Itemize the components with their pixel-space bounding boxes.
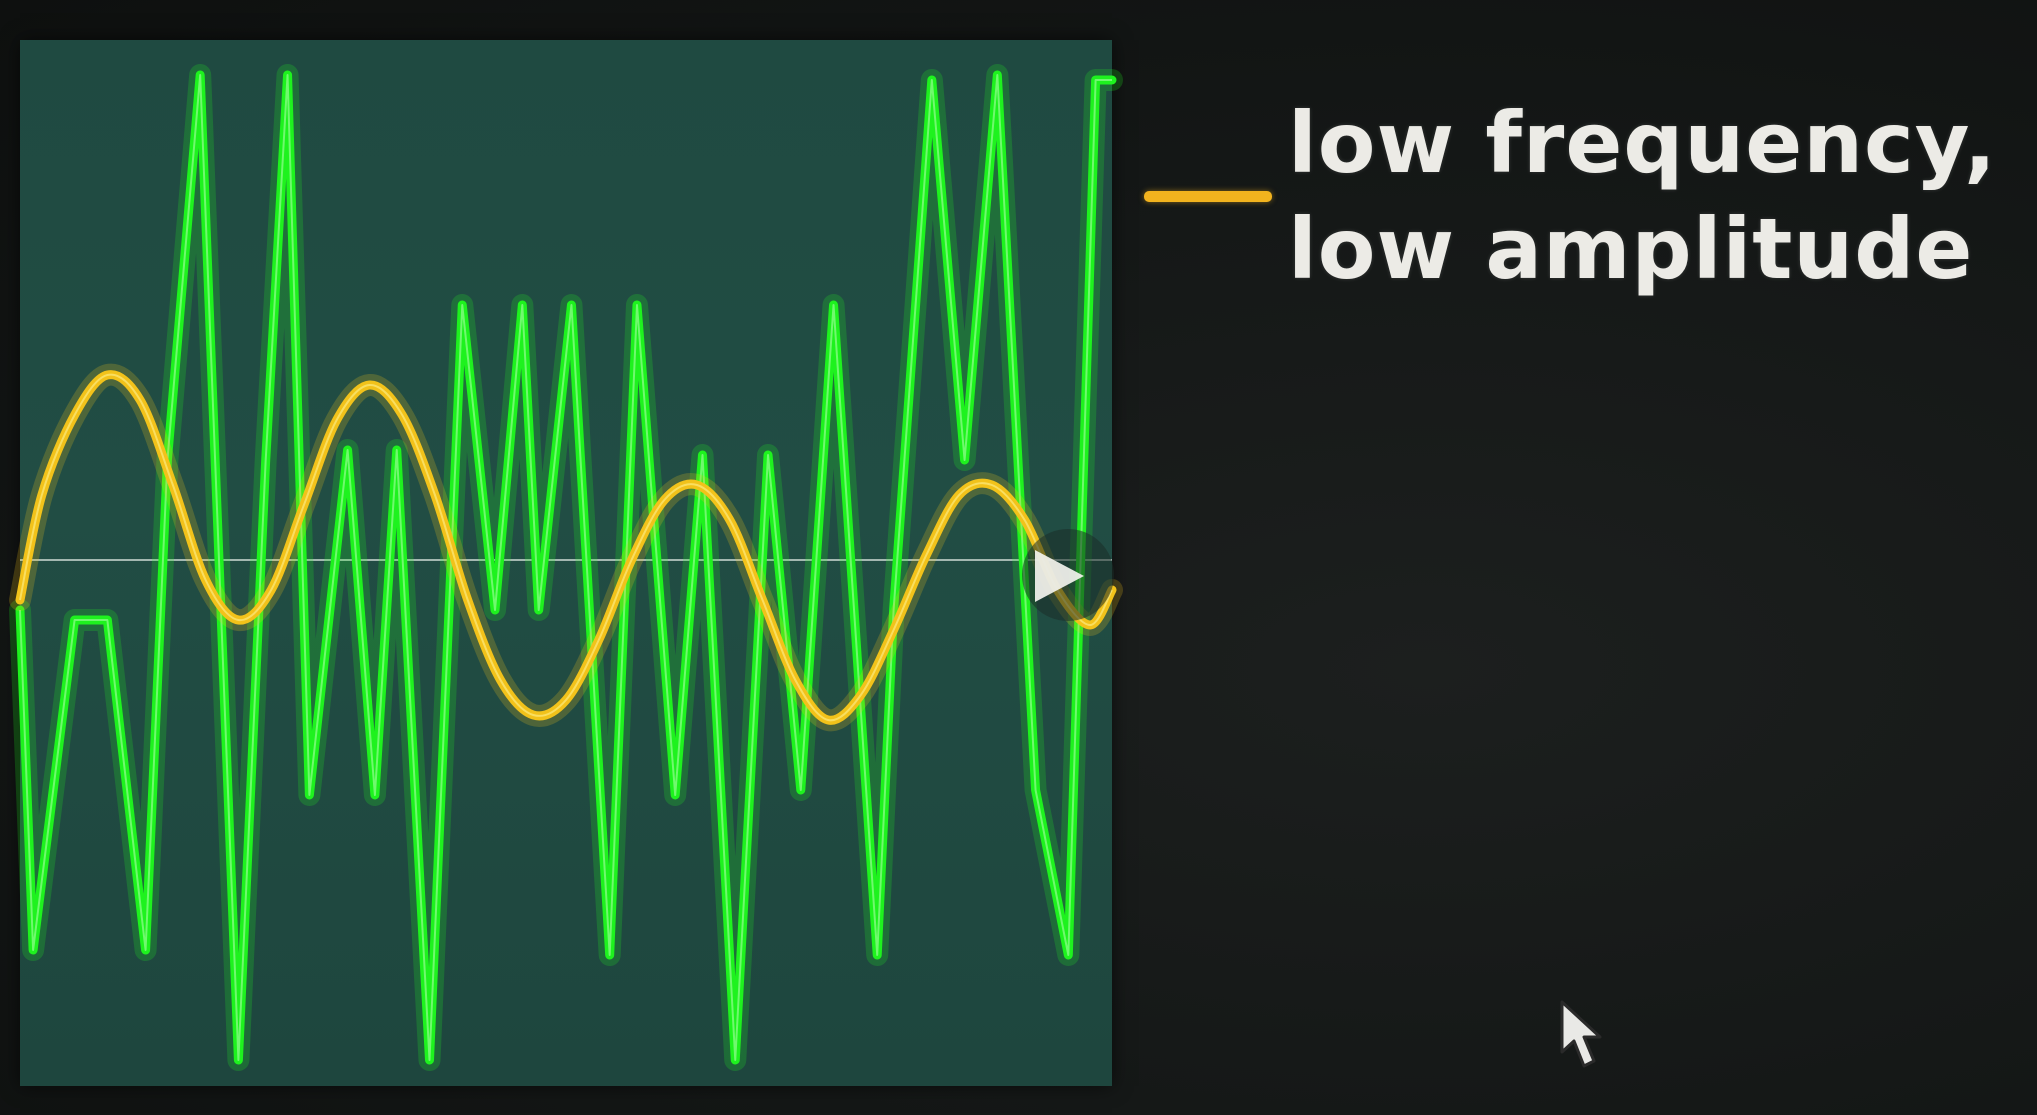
complex-signal-line-highlight <box>19 74 1112 1061</box>
complex-signal-group <box>9 64 1123 1071</box>
legend-label-line-2: low amplitude <box>1288 200 1974 298</box>
legend-label: low frequency, low amplitude <box>1288 90 1997 302</box>
chart-legend: low frequency, low amplitude <box>1140 90 2020 320</box>
legend-swatch <box>1144 191 1272 202</box>
complex-signal-line <box>15 70 1117 1065</box>
mouse-pointer-icon <box>1560 1000 1602 1068</box>
waveform-svg <box>9 64 1123 1071</box>
legend-label-line-1: low frequency, <box>1288 94 1997 192</box>
play-triangle-icon[interactable] <box>1022 529 1114 621</box>
low-frequency-line-highlight <box>19 373 1113 722</box>
waveform-plot <box>9 40 1123 1086</box>
low-frequency-group <box>9 363 1123 732</box>
